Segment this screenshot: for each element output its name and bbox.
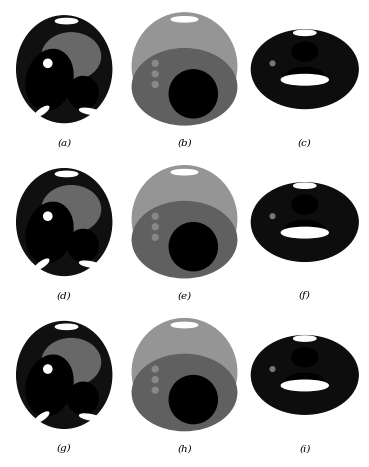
Ellipse shape (169, 375, 217, 424)
Ellipse shape (130, 13, 239, 126)
Ellipse shape (286, 67, 324, 85)
Ellipse shape (42, 33, 101, 80)
Ellipse shape (292, 195, 318, 214)
Ellipse shape (55, 18, 78, 24)
Ellipse shape (35, 259, 49, 269)
Ellipse shape (292, 42, 318, 61)
Ellipse shape (292, 348, 318, 367)
Ellipse shape (132, 318, 237, 425)
Ellipse shape (286, 220, 324, 238)
Text: (f): (f) (299, 291, 311, 300)
Ellipse shape (152, 377, 158, 382)
Ellipse shape (281, 380, 328, 391)
Ellipse shape (68, 77, 98, 109)
Ellipse shape (44, 365, 52, 373)
Ellipse shape (26, 355, 73, 416)
Text: (c): (c) (298, 138, 312, 148)
Ellipse shape (294, 183, 316, 188)
Ellipse shape (251, 30, 358, 108)
Ellipse shape (26, 50, 73, 110)
Text: (i): (i) (299, 444, 310, 453)
Ellipse shape (171, 17, 198, 22)
Ellipse shape (44, 212, 52, 220)
Text: (b): (b) (177, 138, 192, 148)
Ellipse shape (152, 60, 158, 66)
Ellipse shape (14, 318, 115, 431)
Ellipse shape (152, 387, 158, 393)
Ellipse shape (248, 27, 361, 112)
Ellipse shape (42, 339, 101, 385)
Ellipse shape (251, 336, 358, 414)
Ellipse shape (68, 229, 98, 262)
Ellipse shape (14, 13, 115, 126)
Ellipse shape (169, 223, 217, 271)
Ellipse shape (248, 333, 361, 417)
Ellipse shape (55, 324, 78, 329)
Ellipse shape (130, 166, 239, 278)
Ellipse shape (171, 170, 198, 175)
Ellipse shape (152, 213, 158, 219)
Ellipse shape (17, 16, 112, 122)
Ellipse shape (152, 71, 158, 77)
Ellipse shape (152, 234, 158, 240)
Ellipse shape (132, 13, 237, 120)
Ellipse shape (132, 166, 237, 273)
Ellipse shape (14, 166, 115, 278)
Ellipse shape (294, 30, 316, 35)
Ellipse shape (35, 412, 49, 422)
Ellipse shape (286, 373, 324, 391)
Ellipse shape (152, 224, 158, 230)
Ellipse shape (130, 318, 239, 431)
Ellipse shape (270, 367, 275, 371)
Text: (a): (a) (57, 138, 71, 148)
Ellipse shape (152, 82, 158, 87)
Ellipse shape (80, 414, 100, 420)
Ellipse shape (42, 186, 101, 233)
Ellipse shape (251, 183, 358, 262)
Ellipse shape (44, 59, 52, 67)
Ellipse shape (80, 108, 100, 114)
Ellipse shape (281, 227, 328, 238)
Ellipse shape (80, 261, 100, 268)
Text: (g): (g) (57, 444, 72, 453)
Ellipse shape (248, 180, 361, 264)
Ellipse shape (132, 354, 237, 431)
Ellipse shape (171, 322, 198, 328)
Ellipse shape (281, 74, 328, 85)
Ellipse shape (68, 382, 98, 415)
Ellipse shape (26, 202, 73, 263)
Text: (e): (e) (177, 291, 192, 300)
Ellipse shape (169, 70, 217, 118)
Ellipse shape (152, 366, 158, 372)
Ellipse shape (294, 336, 316, 341)
Ellipse shape (17, 169, 112, 276)
Text: (h): (h) (177, 444, 192, 453)
Ellipse shape (270, 61, 275, 66)
Ellipse shape (132, 202, 237, 278)
Text: (d): (d) (57, 291, 72, 300)
Ellipse shape (270, 214, 275, 219)
Ellipse shape (35, 106, 49, 117)
Ellipse shape (55, 171, 78, 177)
Ellipse shape (17, 322, 112, 428)
Ellipse shape (132, 49, 237, 125)
